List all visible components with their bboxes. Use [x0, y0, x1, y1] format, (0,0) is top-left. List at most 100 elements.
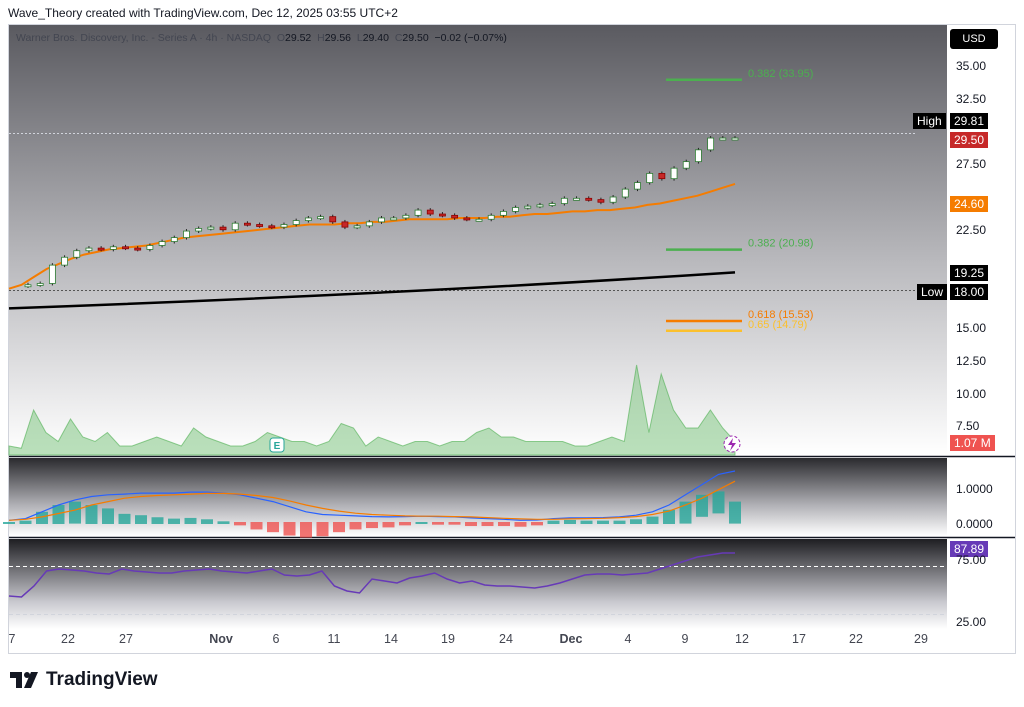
macd-bar: [3, 522, 15, 524]
macd-bar: [118, 513, 131, 524]
candle-body: [390, 217, 398, 221]
macd-bar: [399, 522, 411, 526]
candle-body: [353, 225, 361, 229]
macd-bar: [498, 522, 510, 527]
rsi-axis-75: 75.00: [956, 553, 987, 567]
candle-body: [183, 230, 190, 239]
candle-body: [439, 213, 446, 217]
macd-bar: [52, 505, 65, 524]
rsi-axis-25: 25.00: [956, 615, 987, 629]
time-axis-label: 9: [681, 632, 689, 646]
candle-body: [109, 246, 117, 250]
time-axis-label: 22: [849, 632, 863, 646]
candle-body: [634, 182, 641, 190]
open-label: O: [276, 32, 285, 44]
time-axis-label: 19: [441, 632, 455, 646]
fib-label: 0.382 (20.98): [748, 238, 813, 250]
candle-body: [231, 222, 239, 231]
candle-body: [682, 161, 690, 169]
macd-bar: [316, 522, 329, 537]
high-value: 29.56: [324, 32, 351, 44]
candle-body: [621, 188, 629, 198]
time-axis-label: 4: [624, 632, 632, 646]
macd-bar: [580, 520, 593, 524]
price-axis-label: 12.50: [956, 353, 987, 368]
candle-body: [646, 173, 654, 183]
macd-bar: [712, 491, 725, 514]
candle-body: [36, 283, 44, 286]
macd-bar: [679, 501, 692, 524]
macd-axis-0: 0.0000: [956, 517, 993, 531]
candle-body: [134, 247, 142, 251]
time-axis-label: 11: [327, 632, 341, 646]
candle-body: [378, 217, 385, 223]
candle-body: [48, 264, 56, 284]
volume-tag: 1.07 M: [950, 435, 995, 451]
macd-bar: [663, 509, 675, 524]
candle-body: [304, 217, 312, 221]
attribution: Wave_Theory created with TradingView.com…: [8, 6, 398, 20]
price-axis-label: 32.50: [956, 91, 987, 106]
candle-body: [146, 245, 154, 250]
candle-body: [329, 216, 337, 223]
open-value: 29.52: [285, 32, 312, 44]
candle-body: [426, 209, 434, 215]
candle-body: [573, 197, 580, 201]
high-label: H: [317, 32, 325, 44]
price-axis-label: 27.50: [956, 157, 987, 172]
candle-body: [244, 222, 251, 226]
currency-button[interactable]: USD: [950, 29, 998, 49]
macd-bar: [630, 519, 642, 524]
candle-body: [207, 226, 215, 230]
change-value: −0.02 (−0.07%): [434, 32, 507, 44]
low-label: L: [356, 32, 363, 44]
fib-levels: 0.382 (33.95) 0.382 (20.98) 0.618 (15.53)0…: [666, 68, 813, 333]
time-axis-label: Nov: [209, 632, 233, 646]
candle-body: [597, 199, 605, 203]
candle-body: [560, 197, 568, 204]
macd-bar: [333, 522, 345, 533]
candle-body: [195, 228, 203, 232]
macd-bar: [729, 501, 741, 524]
candle-body: [402, 214, 410, 219]
fib-label: 0.618 (15.53): [748, 309, 813, 321]
candle-body: [292, 220, 300, 225]
candle-body: [24, 284, 32, 288]
macd-bar: [415, 522, 428, 524]
macd-axis-1: 1.0000: [956, 482, 993, 496]
low-tag-value: 18.00: [950, 284, 989, 300]
main-pane-bg: [9, 25, 947, 455]
price-axis-label: 22.50: [956, 222, 987, 237]
symbol-legend[interactable]: Warner Bros. Discovery, Inc. - Series A …: [16, 32, 507, 44]
macd-bar: [465, 522, 477, 527]
macd-bar: [283, 522, 296, 536]
macd-pane-bg: [9, 458, 947, 536]
macd-bar: [597, 520, 609, 524]
volume-fill: [8, 364, 736, 456]
candle-body: [548, 203, 556, 206]
macd-bar: [564, 519, 576, 524]
candle-body: [731, 137, 739, 141]
close-value: 29.50: [402, 32, 429, 44]
candle-body: [487, 214, 495, 220]
macd-bar: [646, 516, 659, 524]
candle-body: [524, 205, 532, 209]
svg-text:E: E: [274, 441, 281, 452]
high-tag-label: High: [913, 113, 946, 129]
macd-bar: [481, 522, 494, 527]
candle-body: [499, 211, 507, 216]
time-axis-label: Dec: [559, 632, 583, 646]
candle-body: [341, 221, 349, 228]
ema-slow-line: [8, 271, 736, 310]
macd-bar: [102, 508, 114, 524]
time-axis-label: 12: [735, 632, 749, 646]
price-axis-label: 7.50: [956, 419, 980, 434]
candle-body: [707, 137, 715, 151]
tradingview-logo[interactable]: TradingView: [10, 669, 158, 691]
macd-histogram: [3, 491, 741, 538]
macd-bar: [448, 522, 461, 525]
macd-bar: [514, 522, 527, 527]
macd-bar: [36, 511, 48, 524]
macd-bar: [300, 522, 312, 538]
